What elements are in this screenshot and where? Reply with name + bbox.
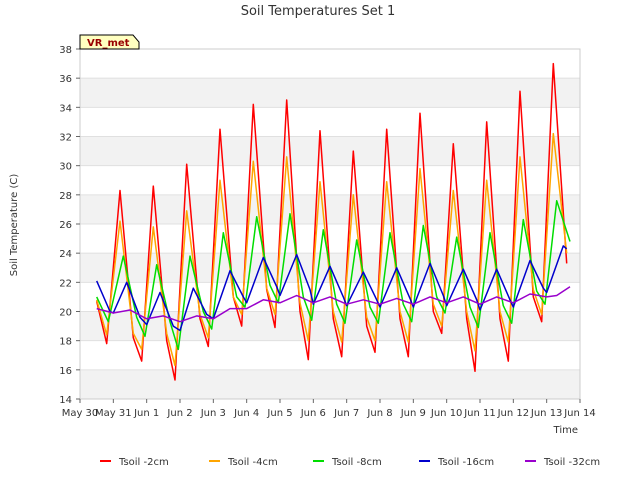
y-tick-label: 38 — [59, 45, 72, 56]
y-tick-label: 22 — [59, 278, 72, 289]
legend-label: Tsoil -32cm — [543, 457, 600, 468]
x-tick-label: May 30 — [62, 408, 99, 419]
y-tick-label: 24 — [59, 249, 72, 260]
y-tick-label: 14 — [59, 395, 72, 406]
series-line-3 — [96, 245, 568, 332]
x-tick-label: Jun 12 — [497, 408, 530, 419]
plot-band — [80, 369, 580, 399]
legend-label: Tsoil -4cm — [227, 457, 278, 468]
y-axis-ticks: 14 16 18 20 22 24 26 28 30 32 34 36 38 — [59, 45, 80, 406]
x-tick-label: Jun 3 — [200, 408, 226, 419]
x-tick-label: Jun 8 — [366, 408, 392, 419]
x-tick-label: Jun 14 — [563, 408, 596, 419]
plot-band — [80, 311, 580, 341]
y-tick-label: 18 — [59, 337, 72, 348]
series-line-1 — [95, 132, 568, 367]
y-tick-label: 28 — [59, 191, 72, 202]
x-tick-label: Jun 7 — [333, 408, 359, 419]
plot-band — [80, 194, 580, 224]
legend-label: Tsoil -8cm — [331, 457, 382, 468]
plot-band — [80, 340, 580, 370]
badge-label: VR_met — [87, 38, 130, 49]
series-line-2 — [96, 199, 571, 351]
x-tick-label: Jun 6 — [300, 408, 326, 419]
series-line-4 — [96, 286, 571, 323]
x-tick-label: Jun 4 — [233, 408, 259, 419]
legend-label: Tsoil -2cm — [118, 457, 169, 468]
plot-band — [80, 49, 580, 79]
x-tick-label: Jun 5 — [266, 408, 292, 419]
y-tick-label: 16 — [59, 366, 72, 377]
x-tick-label: Jun 10 — [430, 408, 463, 419]
y-tick-label: 26 — [59, 220, 72, 231]
y-tick-label: 32 — [59, 133, 72, 144]
y-tick-label: 20 — [59, 308, 72, 319]
x-tick-label: Jun 9 — [400, 408, 426, 419]
series-line-0 — [95, 62, 568, 381]
plot-band — [80, 224, 580, 254]
chart-title: Soil Temperatures Set 1 — [241, 4, 396, 19]
plot-band — [80, 107, 580, 137]
y-tick-label: 30 — [59, 162, 72, 173]
plot-band — [80, 165, 580, 195]
grid-lines — [80, 48, 580, 400]
x-tick-label: Jun 1 — [133, 408, 159, 419]
plot-band — [80, 136, 580, 166]
badge: VR_met — [79, 34, 140, 50]
y-tick-label: 34 — [59, 103, 72, 114]
x-tick-label: Jun 13 — [530, 408, 563, 419]
x-tick-label: May 31 — [95, 408, 132, 419]
x-tick-label: Jun 11 — [463, 408, 496, 419]
x-axis-label: Time — [553, 425, 578, 436]
y-axis-label: Soil Temperature (C) — [9, 174, 20, 277]
legend-label: Tsoil -16cm — [437, 457, 494, 468]
legend: Tsoil -2cm Tsoil -4cm Tsoil -8cm Tsoil -16c… — [100, 457, 600, 468]
plot-band — [80, 78, 580, 108]
series-lines — [95, 62, 571, 381]
x-tick-label: Jun 2 — [166, 408, 192, 419]
y-tick-label: 36 — [59, 74, 72, 85]
badge-box — [79, 34, 140, 50]
